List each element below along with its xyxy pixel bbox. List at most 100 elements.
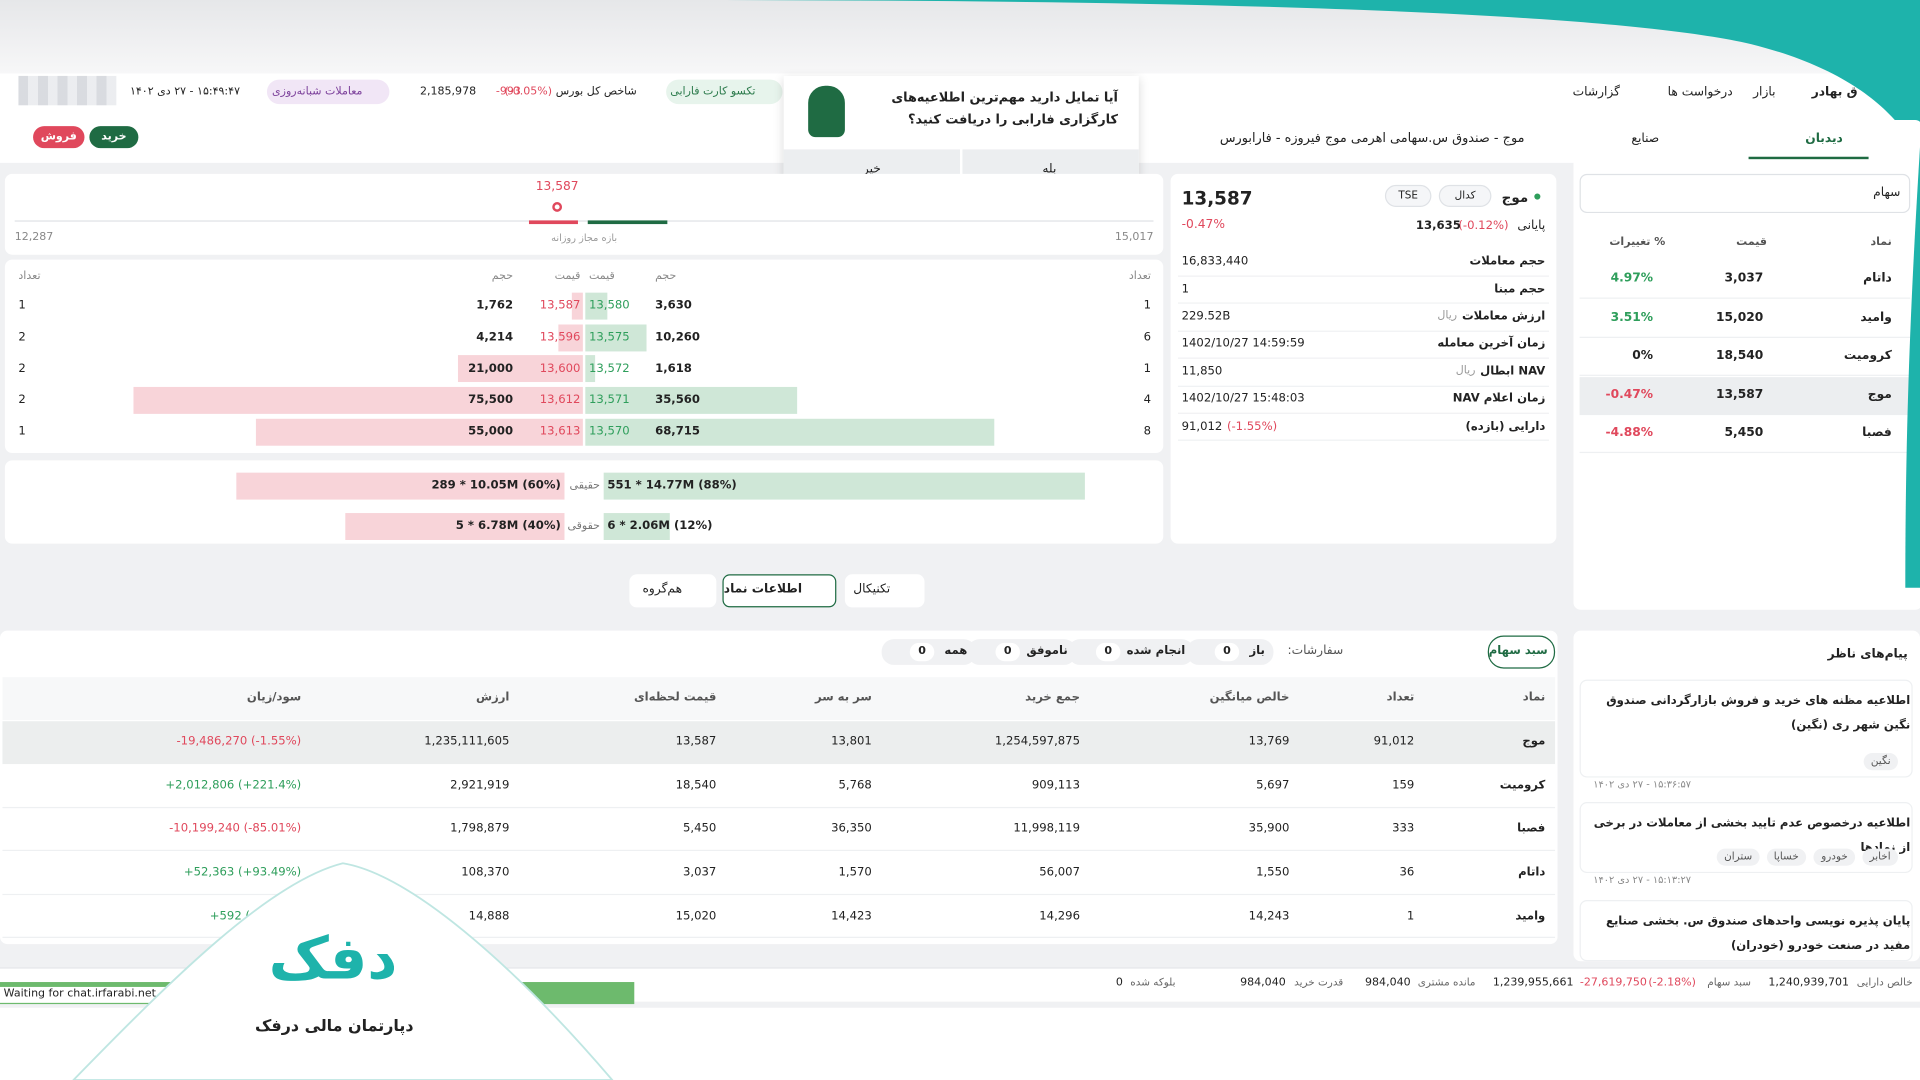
sell-volume: 4,214 [476, 330, 514, 345]
range-track [14, 220, 1154, 222]
symbol-name[interactable]: وامید [1515, 909, 1546, 923]
filter-select[interactable] [1579, 173, 1911, 214]
message-card [1579, 802, 1913, 874]
filter-chip[interactable] [967, 639, 1077, 665]
popup-icon [808, 85, 845, 138]
cell: +592 (+4.14%) [209, 909, 302, 923]
range-label: بازه مجاز روزانه [551, 232, 618, 244]
filter-label[interactable]: انجام شده [1126, 644, 1186, 658]
status-label: خالص دارایی [1856, 976, 1913, 990]
sell-depth-bar [572, 292, 583, 320]
nav-item[interactable]: گزارشات [1572, 85, 1620, 100]
info-tag-label[interactable]: TSE [1398, 189, 1418, 202]
basket-chip[interactable] [1487, 635, 1556, 669]
range-sell [528, 220, 578, 225]
column-header: سود/زیان [246, 690, 302, 705]
field-label: ارزش معاملات [1461, 309, 1546, 324]
night-trading[interactable]: معاملات شبانه‌روزی [272, 85, 363, 98]
symbol-name[interactable]: فصبا [1862, 426, 1892, 440]
buy-volume: 3,630 [655, 299, 692, 313]
symbol-name[interactable]: موج [1867, 387, 1892, 402]
status-value: -27,619,750 [1579, 976, 1647, 989]
info-tab[interactable] [844, 574, 925, 608]
message-tag[interactable]: نگین [1863, 752, 1898, 771]
message-tag[interactable]: ستران [1716, 848, 1760, 867]
cell: 18,540 [675, 778, 717, 793]
buy-share: 551 * 14.77M (88%) [607, 479, 737, 493]
index-value: 2,185,978 [420, 85, 477, 98]
message-text: اطلاعیه مظنه های خرید و فروش بازارگردانی… [1606, 694, 1911, 733]
symbol-name[interactable]: فصبا [1517, 822, 1546, 836]
filter-label[interactable]: ناموفق [1026, 644, 1068, 658]
buy-price: 13,570 [588, 424, 630, 439]
buy-share: 6 * 2.06M (12%) [607, 519, 713, 533]
status-value: 1,240,939,701 [1768, 976, 1849, 989]
info-tab[interactable] [722, 574, 837, 608]
basket-tab[interactable]: سبد سهام [1488, 644, 1548, 658]
watchlist-tab[interactable]: صنایع [1631, 132, 1660, 146]
field-divider [1177, 302, 1549, 305]
price: 3,037 [1724, 271, 1764, 286]
status-value: 1,239,955,661 [1492, 976, 1574, 989]
row-divider [1579, 297, 1911, 299]
buy-volume: 68,715 [655, 424, 701, 439]
tab-underline [1748, 156, 1869, 160]
cell: 56,007 [1039, 865, 1080, 880]
filter-chip[interactable] [1067, 639, 1194, 665]
status-label: مانده مشتری [1417, 976, 1476, 990]
cell: 13,801 [831, 735, 872, 749]
book-header: قیمت [588, 270, 615, 283]
cell: 13,587 [675, 735, 717, 749]
filter-count: 0 [1003, 644, 1012, 657]
sell-button[interactable] [33, 126, 85, 149]
sell-price: 13,596 [539, 330, 581, 345]
symbol-name[interactable]: کرومیت [1843, 348, 1892, 363]
change: 4.97% [1610, 271, 1654, 286]
row-divider [2, 806, 1556, 808]
filter-label[interactable]: همه [944, 644, 968, 658]
symbol-name[interactable]: داتام [1518, 865, 1546, 880]
row-highlight [2, 721, 1556, 765]
field-divider [1177, 385, 1549, 387]
card-link[interactable]: تکسو کارت فارابی [670, 85, 756, 98]
symbol-name[interactable]: داتام [1863, 271, 1892, 286]
nav-item[interactable]: درخواست ها [1667, 85, 1733, 100]
field-label: دارایی (بازده) [1465, 419, 1546, 434]
no-button-label[interactable]: خیر [862, 162, 881, 177]
buy-share-bar [603, 472, 1086, 500]
info-tab-label[interactable]: تکنیکال [853, 582, 891, 597]
info-tag[interactable] [1438, 184, 1492, 207]
info-tab-label[interactable]: هم‌گروه [642, 582, 683, 597]
field-value: 229.52B [1181, 309, 1231, 324]
nav-item[interactable]: بازار [1753, 85, 1776, 100]
buy-label[interactable]: خرید [101, 130, 127, 143]
message-tag[interactable]: خودرو [1813, 848, 1856, 867]
row-divider [1579, 374, 1911, 376]
buy-price: 13,572 [588, 362, 630, 376]
watchlist-tab[interactable]: دیدبان [1805, 132, 1843, 146]
symbol-name[interactable]: وامید [1860, 310, 1892, 324]
info-symbol: موج [1501, 189, 1529, 206]
symbol-name[interactable]: کرومیت [1499, 778, 1546, 793]
yes-button-label[interactable]: بله [1042, 162, 1057, 177]
info-tab-label[interactable]: اطلاعات نماد [723, 582, 803, 597]
symbol-name[interactable]: موج [1522, 735, 1546, 749]
search-text[interactable]: موج - صندوق س.سهامی اهرمی موج فیروزه - ف… [1219, 130, 1525, 146]
messages-panel [1573, 630, 1920, 962]
status-value: (-2.18%) [1648, 976, 1696, 989]
info-tab[interactable] [629, 574, 717, 608]
filter-label[interactable]: باز [1249, 644, 1265, 658]
clock: ۱۵:۴۹:۴۷ - ۲۷ دی ۱۴۰۲ [129, 85, 240, 98]
message-date: ۱۵:۳۶:۵۷ - ۲۷ دی ۱۴۰۲ [1593, 778, 1692, 790]
sell-price: 13,613 [539, 424, 581, 439]
message-tag[interactable]: اخابر [1862, 848, 1898, 867]
sell-label[interactable]: فروش [40, 130, 77, 143]
message-tag[interactable]: خساپا [1766, 848, 1807, 867]
info-tag[interactable] [1384, 184, 1432, 207]
buy-depth-bar [585, 387, 797, 414]
buy-button[interactable] [89, 126, 139, 149]
cell: 5,768 [838, 778, 872, 793]
buy-price: 13,571 [588, 393, 630, 407]
info-tag-label[interactable]: کدال [1454, 189, 1476, 202]
sell-share: 5 * 6.78M (40%) [455, 519, 561, 533]
